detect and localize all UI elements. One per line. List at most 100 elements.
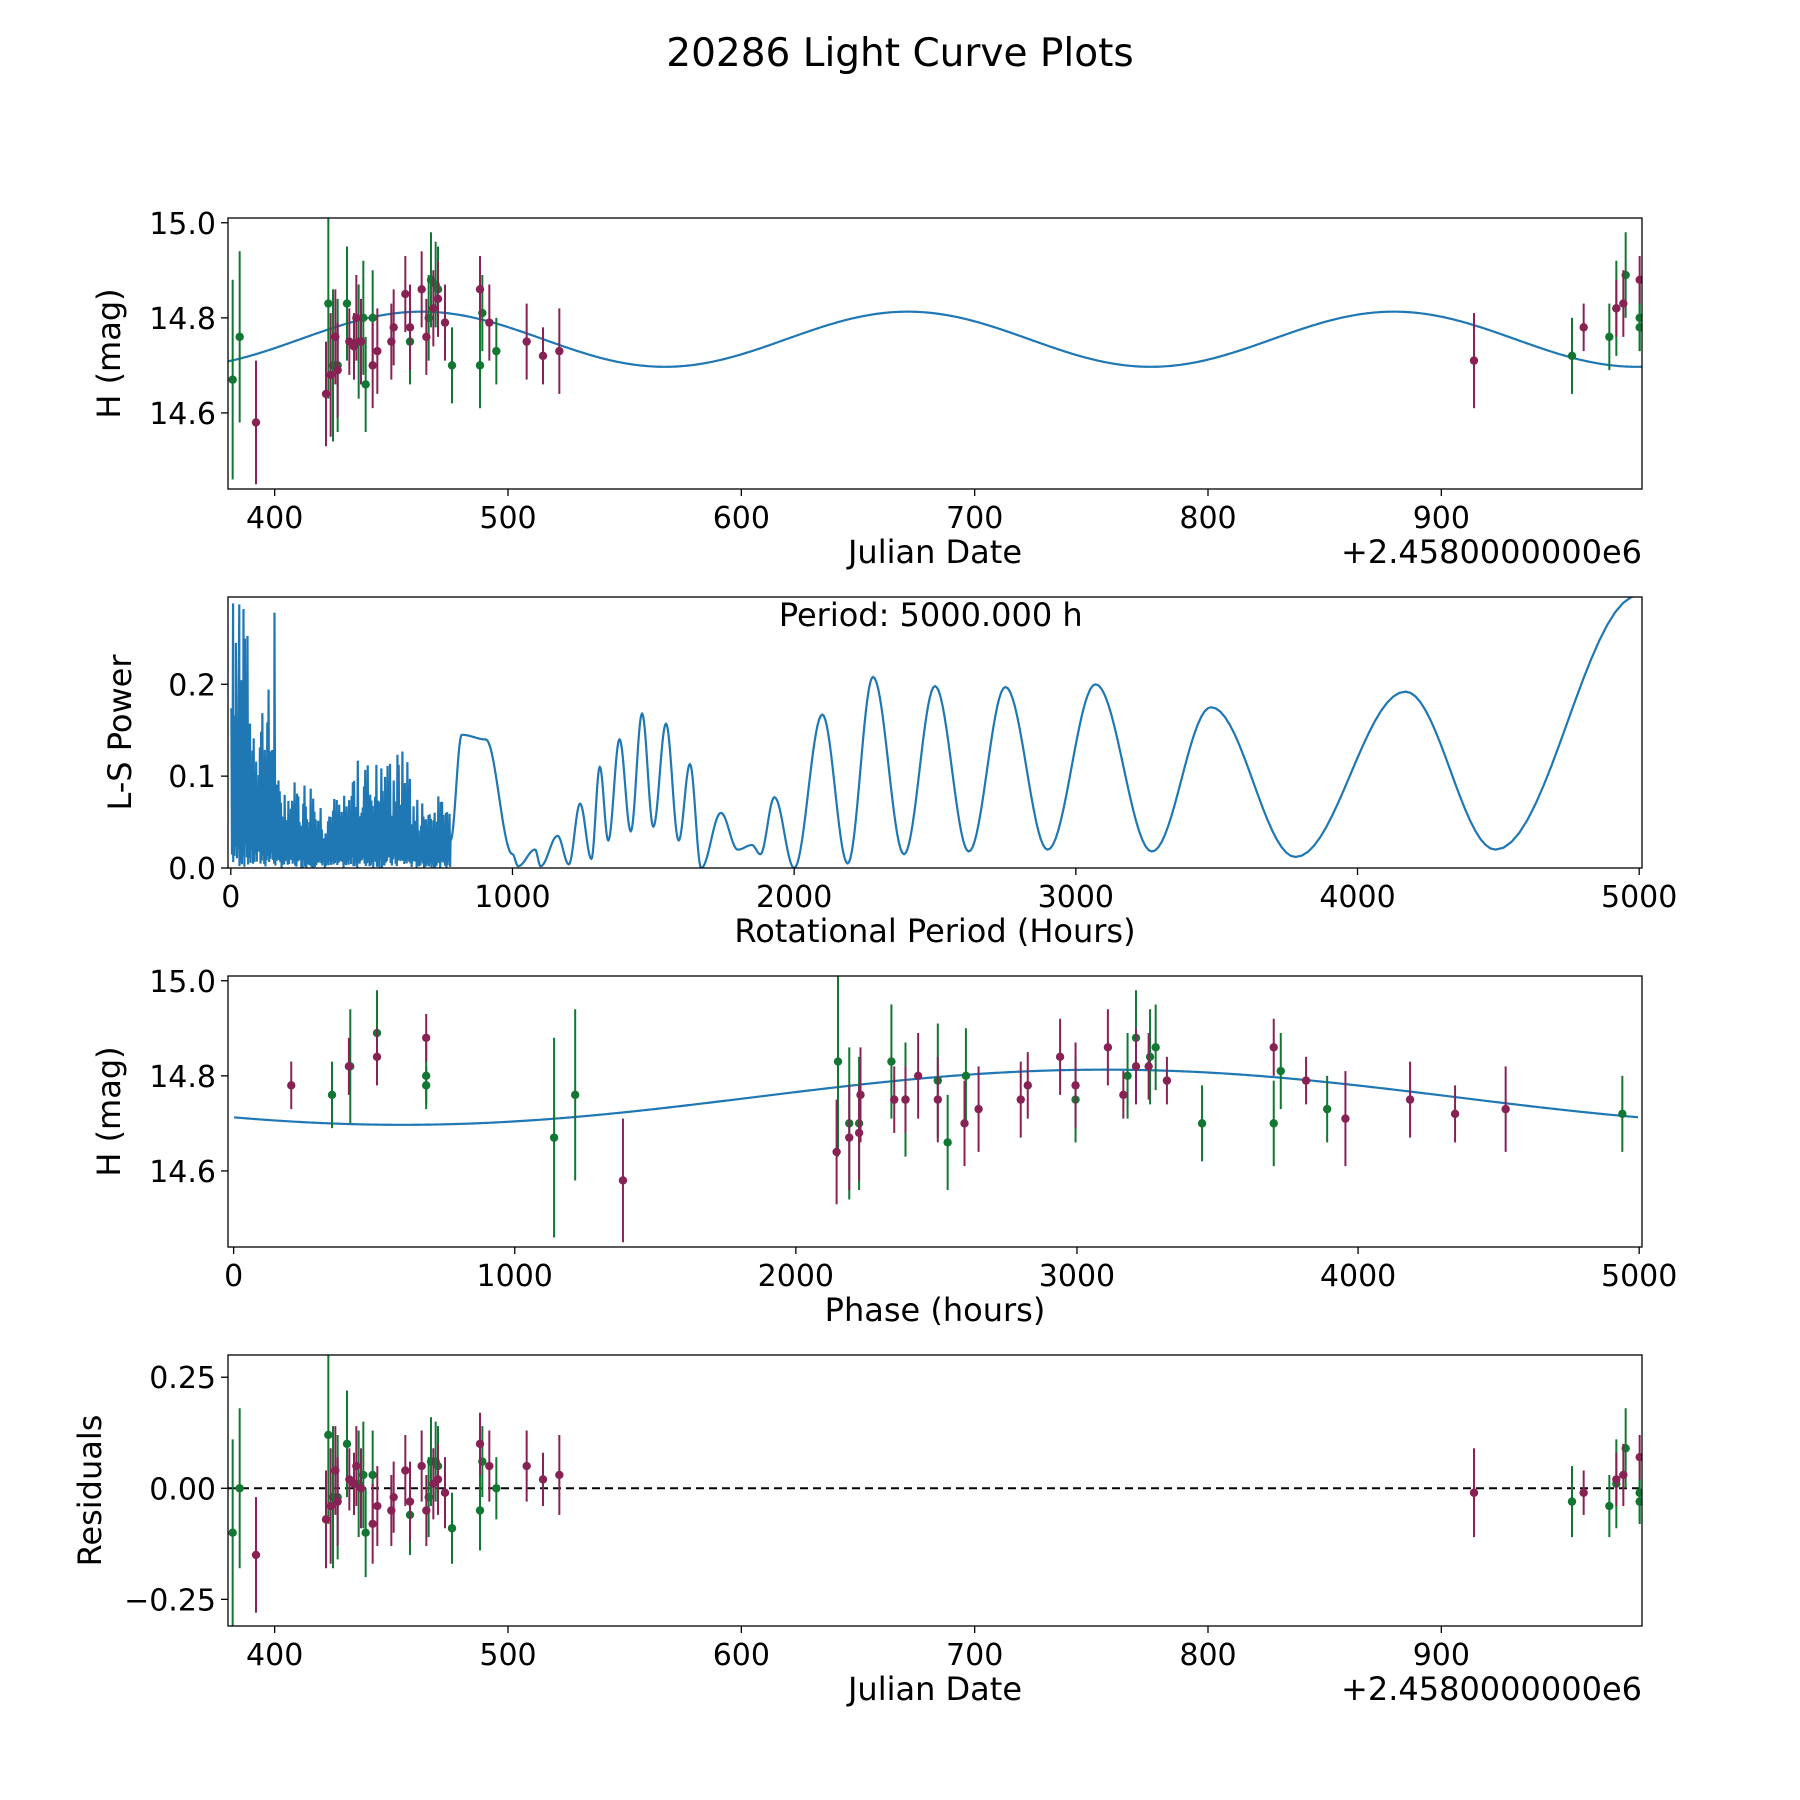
data-point-purple — [1501, 1104, 1510, 1114]
plot-area — [233, 976, 1639, 1243]
data-point-purple — [485, 1461, 494, 1471]
x-tick-label: 800 — [1179, 1638, 1236, 1673]
x-tick-label: 400 — [246, 1638, 303, 1673]
y-tick-label: 15.0 — [149, 207, 216, 242]
data-point-green — [1605, 332, 1614, 342]
data-point-green — [492, 346, 501, 356]
data-point-purple — [251, 1550, 261, 1560]
x-tick-label: 500 — [479, 501, 536, 536]
data-point-green — [235, 1484, 244, 1493]
data-point-purple — [422, 332, 431, 342]
axes-frame — [227, 596, 1643, 869]
x-tick-label: 4000 — [1319, 880, 1395, 915]
y-axis-label: H (mag) — [90, 1046, 128, 1176]
x-tick-label: 700 — [946, 1638, 1003, 1673]
x-tick-label: 1000 — [477, 1259, 553, 1294]
data-point-purple — [555, 1470, 564, 1480]
data-point-purple — [1119, 1090, 1128, 1100]
data-point-green — [447, 1524, 457, 1533]
data-point-green — [1269, 1119, 1278, 1128]
data-point-purple — [287, 1081, 296, 1090]
data-point-purple — [433, 1475, 443, 1484]
x-axis-label: Phase (hours) — [825, 1291, 1046, 1329]
x-tick-label: 900 — [1413, 1638, 1470, 1673]
y-tick-label: −0.25 — [124, 1583, 216, 1618]
data-point-green — [228, 375, 237, 384]
data-point-green — [421, 1081, 431, 1090]
data-point-purple — [333, 1497, 342, 1506]
data-point-green — [475, 361, 485, 370]
residuals-panel: 400 500 600 700 800 900 −0.25 0.00 0.25 Julian Da… — [71, 1354, 1643, 1708]
data-point-purple — [440, 318, 450, 327]
x-axis-label: Rotational Period (Hours) — [734, 912, 1135, 950]
data-point-purple — [429, 304, 438, 313]
data-point-purple — [422, 1506, 431, 1515]
data-point-green — [327, 1090, 337, 1100]
phased-curve-panel: 0 1000 2000 3000 4000 5000 14.6 14.8 15.0 Phase (… — [90, 965, 1677, 1329]
data-point-green — [342, 299, 352, 308]
data-point-purple — [433, 294, 443, 304]
y-axis-label: L-S Power — [101, 654, 139, 811]
data-point-purple — [1016, 1095, 1025, 1104]
data-point-purple — [1269, 1043, 1278, 1052]
data-point-green — [833, 1057, 843, 1066]
x-offset-text: +2.4580000000e6 — [1341, 1670, 1642, 1708]
data-point-purple — [373, 346, 382, 356]
data-point-green — [361, 380, 370, 389]
x-axis-label: Julian Date — [846, 1670, 1022, 1708]
data-point-purple — [417, 1461, 426, 1471]
data-point-purple — [845, 1133, 854, 1142]
x-tick-label: 400 — [246, 501, 303, 536]
data-point-green — [1322, 1104, 1332, 1114]
data-point-green — [368, 313, 377, 323]
data-point-purple — [1405, 1095, 1415, 1104]
data-point-purple — [352, 313, 361, 323]
x-axis-label: Julian Date — [846, 533, 1022, 571]
data-point-purple — [960, 1119, 969, 1128]
data-point-purple — [1055, 1052, 1065, 1062]
data-point-purple — [389, 323, 398, 332]
data-point-purple — [1579, 1488, 1588, 1497]
data-point-green — [1197, 1119, 1207, 1128]
data-point-purple — [321, 1515, 331, 1524]
y-tick-label: 14.8 — [149, 1060, 216, 1095]
data-point-purple — [913, 1071, 923, 1081]
data-point-purple — [352, 1461, 361, 1471]
data-point-purple — [1103, 1043, 1113, 1052]
data-point-purple — [401, 1466, 410, 1475]
period-annotation: Period: 5000.000 h — [779, 596, 1083, 634]
data-point-green — [1618, 1109, 1627, 1119]
data-point-purple — [974, 1104, 983, 1114]
x-tick-label: 600 — [713, 501, 770, 536]
axes-frame — [227, 975, 1643, 1248]
data-point-green — [492, 1484, 501, 1493]
x-tick-label: 4000 — [1320, 1259, 1396, 1294]
data-point-purple — [1612, 1475, 1621, 1484]
y-tick-label: 15.0 — [149, 965, 216, 1000]
data-point-purple — [1635, 275, 1642, 285]
data-point-purple — [832, 1147, 841, 1157]
x-tick-label: 2000 — [758, 1259, 834, 1294]
y-tick-label: 14.8 — [149, 302, 216, 337]
data-point-purple — [1071, 1081, 1080, 1090]
data-point-purple — [1023, 1081, 1032, 1090]
data-point-purple — [475, 285, 485, 294]
data-point-green — [1567, 1497, 1577, 1506]
model-fit-curve — [228, 310, 1642, 368]
data-point-green — [1567, 351, 1577, 361]
data-point-purple — [1579, 323, 1588, 332]
data-point-purple — [421, 1033, 431, 1043]
data-point-purple — [417, 285, 426, 294]
data-point-purple — [333, 365, 342, 375]
data-point-purple — [373, 1501, 382, 1511]
data-point-purple — [1341, 1114, 1350, 1123]
x-tick-label: 1000 — [474, 880, 550, 915]
y-tick-label: 14.6 — [149, 397, 216, 432]
data-point-purple — [1131, 1062, 1141, 1071]
x-tick-label: 700 — [946, 501, 1003, 536]
data-point-purple — [368, 361, 377, 370]
data-point-purple — [1469, 356, 1479, 365]
data-point-green — [887, 1057, 896, 1066]
y-tick-label: 0.25 — [149, 1361, 216, 1396]
